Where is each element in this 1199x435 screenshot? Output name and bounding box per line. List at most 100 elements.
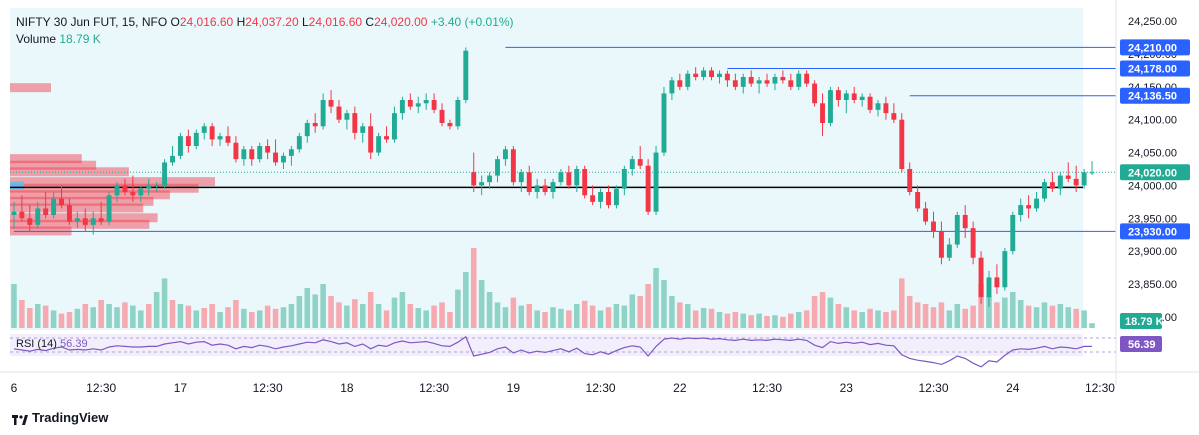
- candle: [1065, 162, 1071, 183]
- candle: [1081, 169, 1087, 189]
- candle: [637, 146, 643, 169]
- candle: [986, 270, 992, 307]
- volume-bar: [605, 307, 612, 328]
- volume-bar: [122, 302, 128, 328]
- tradingview-watermark[interactable]: TradingView: [12, 410, 108, 425]
- close-value: 24,020.00: [374, 15, 428, 29]
- candle-body: [923, 208, 929, 222]
- candle-body: [938, 231, 944, 258]
- volume-value: 18.79 K: [59, 32, 101, 46]
- high-value: 24,037.20: [245, 15, 299, 29]
- candle: [701, 67, 707, 81]
- candle-body: [994, 277, 1000, 288]
- volume-bar: [914, 302, 921, 328]
- y-tick-label: 23,850.00: [1128, 279, 1177, 291]
- volume-bar: [811, 296, 818, 328]
- x-tick-label: 18: [340, 381, 354, 395]
- candle: [796, 70, 802, 91]
- volume-bar: [11, 284, 17, 328]
- symbol-title[interactable]: NIFTY 30 Jun FUT, 15, NFO: [16, 15, 168, 29]
- volume-profile-bar: [10, 203, 144, 213]
- volume-bar: [248, 312, 255, 328]
- price-label: 23,930.00: [1128, 226, 1177, 238]
- change-value: +3.40 (+0.01%): [430, 15, 514, 29]
- candle: [590, 185, 596, 206]
- candle-body: [645, 165, 651, 212]
- y-tick-label: 24,050.00: [1128, 148, 1177, 160]
- candle: [629, 155, 635, 176]
- candle-body: [669, 80, 675, 94]
- volume-profile: [10, 83, 215, 236]
- candle: [518, 169, 524, 192]
- price-label-badge: [1120, 164, 1190, 181]
- volume-bar: [883, 312, 889, 328]
- candle-body: [439, 109, 445, 123]
- price-label: 24,136.50: [1128, 91, 1177, 103]
- candle-body: [891, 113, 897, 120]
- candle: [859, 93, 865, 107]
- candle-body: [177, 136, 183, 156]
- rsi-label[interactable]: RSI (14): [16, 338, 57, 350]
- candle: [510, 146, 516, 186]
- candle-body: [827, 90, 833, 123]
- candle-body: [415, 103, 421, 107]
- candle-body: [1042, 182, 1047, 199]
- volume-bar: [574, 304, 580, 328]
- candle-body: [320, 100, 326, 127]
- candle: [241, 146, 247, 166]
- candle: [931, 211, 936, 238]
- volume-bar: [304, 288, 311, 328]
- candle: [217, 132, 223, 146]
- candle: [1042, 178, 1047, 202]
- ohlc-row: NIFTY 30 Jun FUT, 15, NFO O24,016.60 H24…: [16, 14, 514, 31]
- candle-body: [534, 185, 540, 192]
- candle-body: [796, 73, 802, 87]
- candle-body: [859, 96, 865, 100]
- volume-bar: [1002, 297, 1008, 328]
- candle: [772, 73, 778, 91]
- candle: [281, 152, 286, 169]
- tradingview-logo-icon: [12, 413, 28, 425]
- volume-bar: [835, 304, 842, 328]
- volume-bar: [463, 272, 469, 328]
- candle: [978, 251, 984, 304]
- candle: [138, 185, 144, 202]
- candle-body: [114, 185, 120, 196]
- candle: [463, 47, 469, 104]
- volume-label[interactable]: Volume: [16, 32, 57, 46]
- candle-body: [35, 208, 41, 225]
- candle: [1018, 198, 1024, 222]
- volume-bar: [423, 310, 429, 328]
- volume-bar: [978, 284, 984, 328]
- volume-bar: [185, 305, 192, 328]
- candle-body: [915, 192, 921, 209]
- volume-bar: [669, 296, 675, 328]
- candle: [558, 169, 564, 186]
- candle-body: [288, 149, 294, 156]
- volume-bar: [867, 308, 873, 328]
- volume-bar: [827, 297, 834, 328]
- candlesticks: [11, 47, 1095, 307]
- candle-body: [185, 136, 191, 146]
- candle-body: [209, 126, 215, 140]
- candle: [891, 103, 897, 123]
- price-axis[interactable]: 24,250.0024,200.0024,150.0024,100.0024,0…: [1115, 0, 1190, 385]
- volume-bar: [145, 304, 152, 328]
- candle: [645, 159, 651, 215]
- volume-bar: [90, 307, 97, 328]
- candle: [1057, 172, 1063, 196]
- rsi-pane: [10, 334, 1116, 368]
- candle-body: [463, 50, 469, 100]
- candle: [90, 211, 96, 235]
- time-axis[interactable]: 6 12:30 17 12:30 18 12:30 19 12:30 22 12:30 23 12:3…: [0, 371, 1199, 395]
- candle-body: [265, 146, 271, 153]
- candle: [154, 182, 160, 192]
- candle: [621, 165, 627, 196]
- candle-body: [201, 126, 207, 133]
- candle-body: [471, 172, 477, 186]
- candle-body: [946, 244, 952, 258]
- volume-bar: [581, 300, 588, 328]
- candle-body: [518, 172, 524, 183]
- candle: [1034, 192, 1040, 212]
